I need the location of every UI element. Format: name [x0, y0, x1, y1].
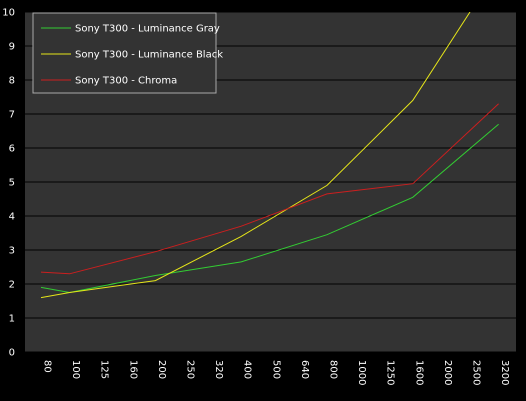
x-tick-label: 1000	[356, 360, 367, 385]
x-tick-label: 640	[299, 360, 310, 379]
y-axis: 0 1 2 3 4 5 6 7 8 9 10	[2, 8, 15, 359]
x-tick-label: 320	[213, 360, 224, 379]
x-tick-label: 3200	[499, 360, 510, 385]
y-tick-label: 1	[9, 314, 15, 325]
legend-label-2: Sony T300 - Chroma	[75, 76, 177, 87]
legend-label-1: Sony T300 - Luminance Black	[75, 50, 223, 61]
y-tick-label: 6	[9, 144, 15, 155]
x-tick-label: 125	[99, 360, 110, 379]
y-tick-label: 0	[9, 348, 15, 359]
y-tick-label: 9	[9, 42, 15, 53]
grid-lines	[25, 11, 516, 353]
legend-label-0: Sony T300 - Luminance Gray	[75, 24, 220, 35]
y-tick-label: 10	[2, 8, 15, 19]
series-line-1	[40, 12, 471, 299]
series-lines	[40, 12, 499, 299]
x-tick-label: 160	[127, 360, 138, 379]
x-tick-label: 1250	[385, 360, 396, 385]
x-tick-label: 2500	[471, 360, 482, 385]
series-line-2	[40, 103, 499, 275]
y-tick-label: 5	[9, 178, 15, 189]
x-tick-label: 200	[156, 360, 167, 379]
x-axis: 80 100 125 160 200 250 320 400 500 640 800 1000 1250…	[42, 360, 511, 385]
y-tick-label: 7	[9, 110, 15, 121]
x-tick-label: 2000	[442, 360, 453, 385]
legend: Sony T300 - Luminance Gray Sony T300 - Lu…	[32, 12, 223, 94]
y-tick-label: 2	[9, 280, 15, 291]
x-tick-label: 80	[42, 360, 53, 373]
y-tick-label: 4	[9, 212, 15, 223]
x-tick-label: 100	[70, 360, 81, 379]
legend-entries: Sony T300 - Luminance Gray Sony T300 - Lu…	[41, 24, 223, 87]
y-tick-label: 8	[9, 76, 15, 87]
x-tick-label: 250	[185, 360, 196, 379]
y-tick-label: 3	[9, 246, 15, 257]
x-tick-label: 800	[328, 360, 339, 379]
x-tick-label: 400	[242, 360, 253, 379]
x-tick-label: 1600	[413, 360, 424, 385]
x-tick-label: 500	[270, 360, 281, 379]
